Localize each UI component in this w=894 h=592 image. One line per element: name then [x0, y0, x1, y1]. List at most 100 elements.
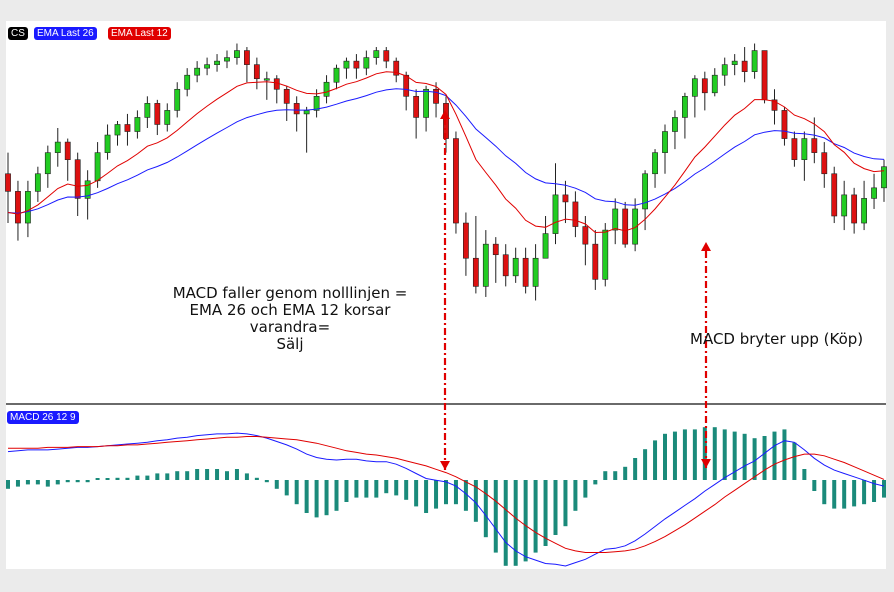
candle-body [124, 124, 131, 132]
histogram-bar [15, 480, 20, 487]
buy-arrow [701, 242, 711, 468]
candle [433, 82, 439, 118]
candle-body [433, 88, 439, 104]
candle-body [492, 243, 499, 256]
histogram-bar [175, 471, 180, 480]
candle-body [403, 74, 410, 97]
histogram-bar [493, 480, 498, 553]
candle-body [652, 152, 658, 175]
sell-arrow [440, 110, 450, 470]
candle-body [224, 57, 230, 62]
candle [423, 85, 429, 132]
candle-body [542, 233, 549, 259]
candle [244, 47, 250, 83]
candle-body [184, 74, 191, 90]
histogram-bar [463, 480, 468, 511]
histogram-bar [692, 429, 697, 480]
candle [622, 201, 629, 248]
histogram-bar [225, 471, 229, 480]
histogram-bar [125, 477, 130, 480]
candle-body [204, 64, 210, 69]
candle [393, 57, 400, 83]
histogram-bar [523, 480, 528, 562]
candle-body [333, 67, 340, 83]
histogram-bar [95, 478, 100, 480]
candle [552, 163, 559, 245]
candle-body [253, 64, 260, 80]
annotation-sell-line-2: EMA 26 och EMA 12 korsar varandra= [189, 301, 391, 336]
candle [104, 124, 111, 160]
candle [263, 71, 270, 100]
candle-body [423, 88, 429, 118]
candle [592, 230, 599, 290]
candle [383, 47, 390, 69]
histogram-bar [503, 480, 508, 566]
histogram-bar [573, 480, 578, 511]
candle [542, 216, 549, 259]
candle-body [293, 103, 300, 115]
histogram-bar [384, 480, 389, 494]
ema-12-line [7, 71, 885, 234]
candle [512, 247, 519, 283]
histogram-bar [792, 442, 797, 480]
candle [721, 57, 728, 86]
candle [861, 180, 867, 231]
candle [492, 237, 499, 283]
histogram-bar [185, 471, 190, 480]
candle-body [84, 180, 91, 199]
candle [174, 82, 181, 118]
macd-histogram [6, 427, 886, 566]
histogram-bar [762, 436, 767, 480]
candle [682, 92, 688, 139]
annotation-sell-line-3: Sälj [276, 335, 304, 353]
candle-body [154, 103, 161, 125]
candle-body [482, 243, 489, 287]
arrow-head-top [440, 110, 450, 119]
histogram-bar [434, 480, 439, 509]
histogram-bar [782, 429, 787, 480]
histogram-bar [613, 471, 618, 480]
candle [463, 212, 469, 276]
candle [373, 47, 380, 65]
candle-body [263, 78, 270, 81]
price-candles [5, 43, 887, 301]
candle [164, 103, 171, 132]
histogram-bar [215, 469, 220, 480]
annotation-arrows [440, 110, 711, 470]
histogram-bar [882, 480, 886, 498]
candle-body [303, 110, 310, 115]
candle [15, 180, 21, 241]
candle [84, 170, 91, 220]
candle-body [582, 226, 589, 245]
candle [74, 152, 81, 216]
candle [502, 244, 509, 287]
legend-macd: MACD 26 12 9 [7, 411, 79, 424]
histogram-bar [832, 480, 837, 509]
histogram-bar [812, 480, 817, 491]
candle-body [234, 50, 240, 58]
histogram-bar [55, 480, 60, 485]
candle [114, 120, 121, 146]
histogram-bar [145, 475, 150, 480]
candle-body [383, 50, 390, 62]
histogram-bar [264, 480, 269, 483]
candle [791, 131, 798, 167]
histogram-bar [593, 480, 598, 485]
candle [851, 187, 858, 234]
signal-line [8, 436, 885, 553]
histogram-bar [135, 475, 140, 480]
candle [781, 106, 788, 146]
histogram-bar [653, 440, 658, 480]
histogram-bar [334, 480, 339, 511]
candle-body [881, 166, 887, 189]
candle-body [15, 191, 21, 224]
candle-body [622, 208, 629, 245]
candle [522, 247, 529, 294]
candle-body [413, 96, 420, 118]
candle-body [662, 131, 668, 153]
histogram-bar [513, 480, 518, 566]
candle [283, 85, 290, 121]
candle [811, 117, 818, 164]
histogram-bar [244, 473, 249, 480]
candle [751, 43, 758, 79]
